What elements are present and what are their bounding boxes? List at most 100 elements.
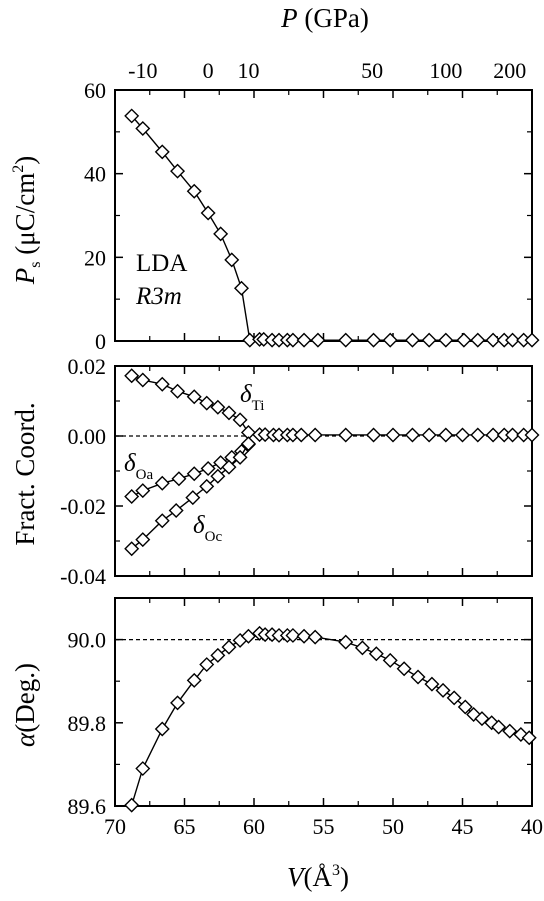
data-point (135, 761, 151, 777)
ps-ylabel-close: ) (10, 156, 40, 165)
data-point (491, 719, 507, 735)
data-point (438, 427, 454, 443)
x-axis-title-unit: (Å (304, 862, 333, 892)
top-axis-title: P (GPa) (280, 3, 369, 33)
series-line (131, 375, 532, 436)
top-tick-label: 0 (203, 58, 214, 83)
data-point (505, 427, 521, 443)
data-point (199, 657, 215, 673)
data-point (210, 399, 226, 415)
data-point (424, 676, 440, 692)
data-point (135, 532, 151, 548)
data-point (354, 640, 370, 656)
top-axis-title-symbol: P (280, 3, 298, 33)
data-point (213, 226, 229, 242)
series-label-delta-oa: δOa (124, 450, 153, 483)
data-point (293, 427, 309, 443)
alpha-ylabel-unit: (Deg.) (10, 663, 40, 733)
data-point (154, 144, 170, 160)
data-point (186, 672, 202, 688)
data-point (124, 797, 140, 813)
ps-ylabel-sup: 2 (10, 165, 27, 173)
series-label-delta-oc-symbol: δ (193, 512, 205, 539)
top-axis-title-unit: (GPa) (298, 3, 369, 33)
x-axis-title: V(Å3) (287, 862, 349, 892)
series-label-delta-ti-symbol: δ (240, 381, 252, 408)
data-point (307, 427, 323, 443)
data-point (124, 541, 140, 557)
series-line (131, 443, 249, 550)
data-point (186, 389, 202, 405)
y-tick-label: 40 (84, 162, 106, 187)
data-point (170, 383, 186, 399)
x-tick-label: 65 (174, 814, 196, 839)
data-point (232, 449, 248, 465)
y-tick-label: -0.02 (60, 494, 106, 519)
data-point (240, 628, 256, 644)
x-axis-title-sup: 3 (332, 862, 340, 879)
y-tick-label: 89.6 (68, 794, 107, 819)
panel-ps: 0 20 40 60 (84, 78, 540, 354)
data-point (185, 490, 201, 506)
series-label-delta-oa-symbol: δ (124, 450, 136, 477)
y-tick-label: 90.0 (68, 628, 107, 653)
data-point (455, 427, 470, 443)
data-point (505, 332, 521, 348)
ps-ylabel-unit: (μC/cm (10, 173, 40, 262)
data-point (396, 661, 412, 677)
data-point (502, 723, 518, 739)
series-line (131, 115, 532, 341)
data-point (296, 628, 312, 644)
data-point (168, 503, 184, 519)
top-tick-label: 100 (429, 58, 462, 83)
data-point (382, 332, 398, 348)
x-axis-title-close: ) (340, 862, 349, 892)
data-point (382, 652, 398, 668)
data-point (154, 721, 170, 737)
top-axis: -10 0 10 50 100 200 (128, 58, 526, 83)
y-tick-label: 0.00 (68, 424, 107, 449)
data-point (200, 461, 216, 477)
data-point (485, 427, 501, 443)
alpha-ylabel-symbol: α (10, 732, 40, 747)
ps-ylabel: Ps (μC/cm2) (10, 156, 44, 285)
data-point (210, 647, 226, 663)
data-point (234, 280, 249, 296)
data-point (221, 459, 237, 475)
data-point (232, 412, 248, 428)
annotation-space-group: R3m (135, 283, 182, 310)
data-point (210, 468, 226, 484)
x-tick-label: 45 (452, 814, 474, 839)
data-point (366, 332, 382, 348)
top-tick-label: 10 (237, 58, 259, 83)
data-point (338, 634, 354, 650)
x-axis-title-symbol: V (287, 862, 307, 892)
x-tick-label: 50 (382, 814, 404, 839)
panel-fract: -0.04 -0.02 0.00 0.02 (60, 354, 540, 589)
data-point (404, 427, 420, 443)
data-point (296, 332, 312, 348)
data-point (310, 332, 326, 348)
data-point (285, 332, 301, 348)
y-tick-label: 0.02 (68, 354, 107, 379)
y-tick-label: 0 (95, 329, 106, 354)
data-point (524, 427, 540, 443)
data-point (470, 332, 486, 348)
fract-ylabel: Fract. Coord. (10, 402, 40, 545)
data-point (224, 252, 240, 268)
data-point (421, 332, 437, 348)
data-point (307, 629, 323, 645)
ps-ylabel-sub: s (27, 261, 44, 267)
series-label-delta-ti: δTi (240, 381, 264, 414)
alpha-ylabel: α(Deg.) (10, 663, 40, 747)
y-tick-label: 20 (84, 245, 106, 270)
data-point (368, 646, 384, 662)
data-point (404, 332, 420, 348)
top-tick-label: 200 (493, 58, 526, 83)
y-tick-label: 60 (84, 78, 106, 103)
data-point (154, 513, 170, 529)
data-point (186, 183, 202, 199)
data-point (285, 627, 301, 643)
data-point (470, 427, 486, 443)
